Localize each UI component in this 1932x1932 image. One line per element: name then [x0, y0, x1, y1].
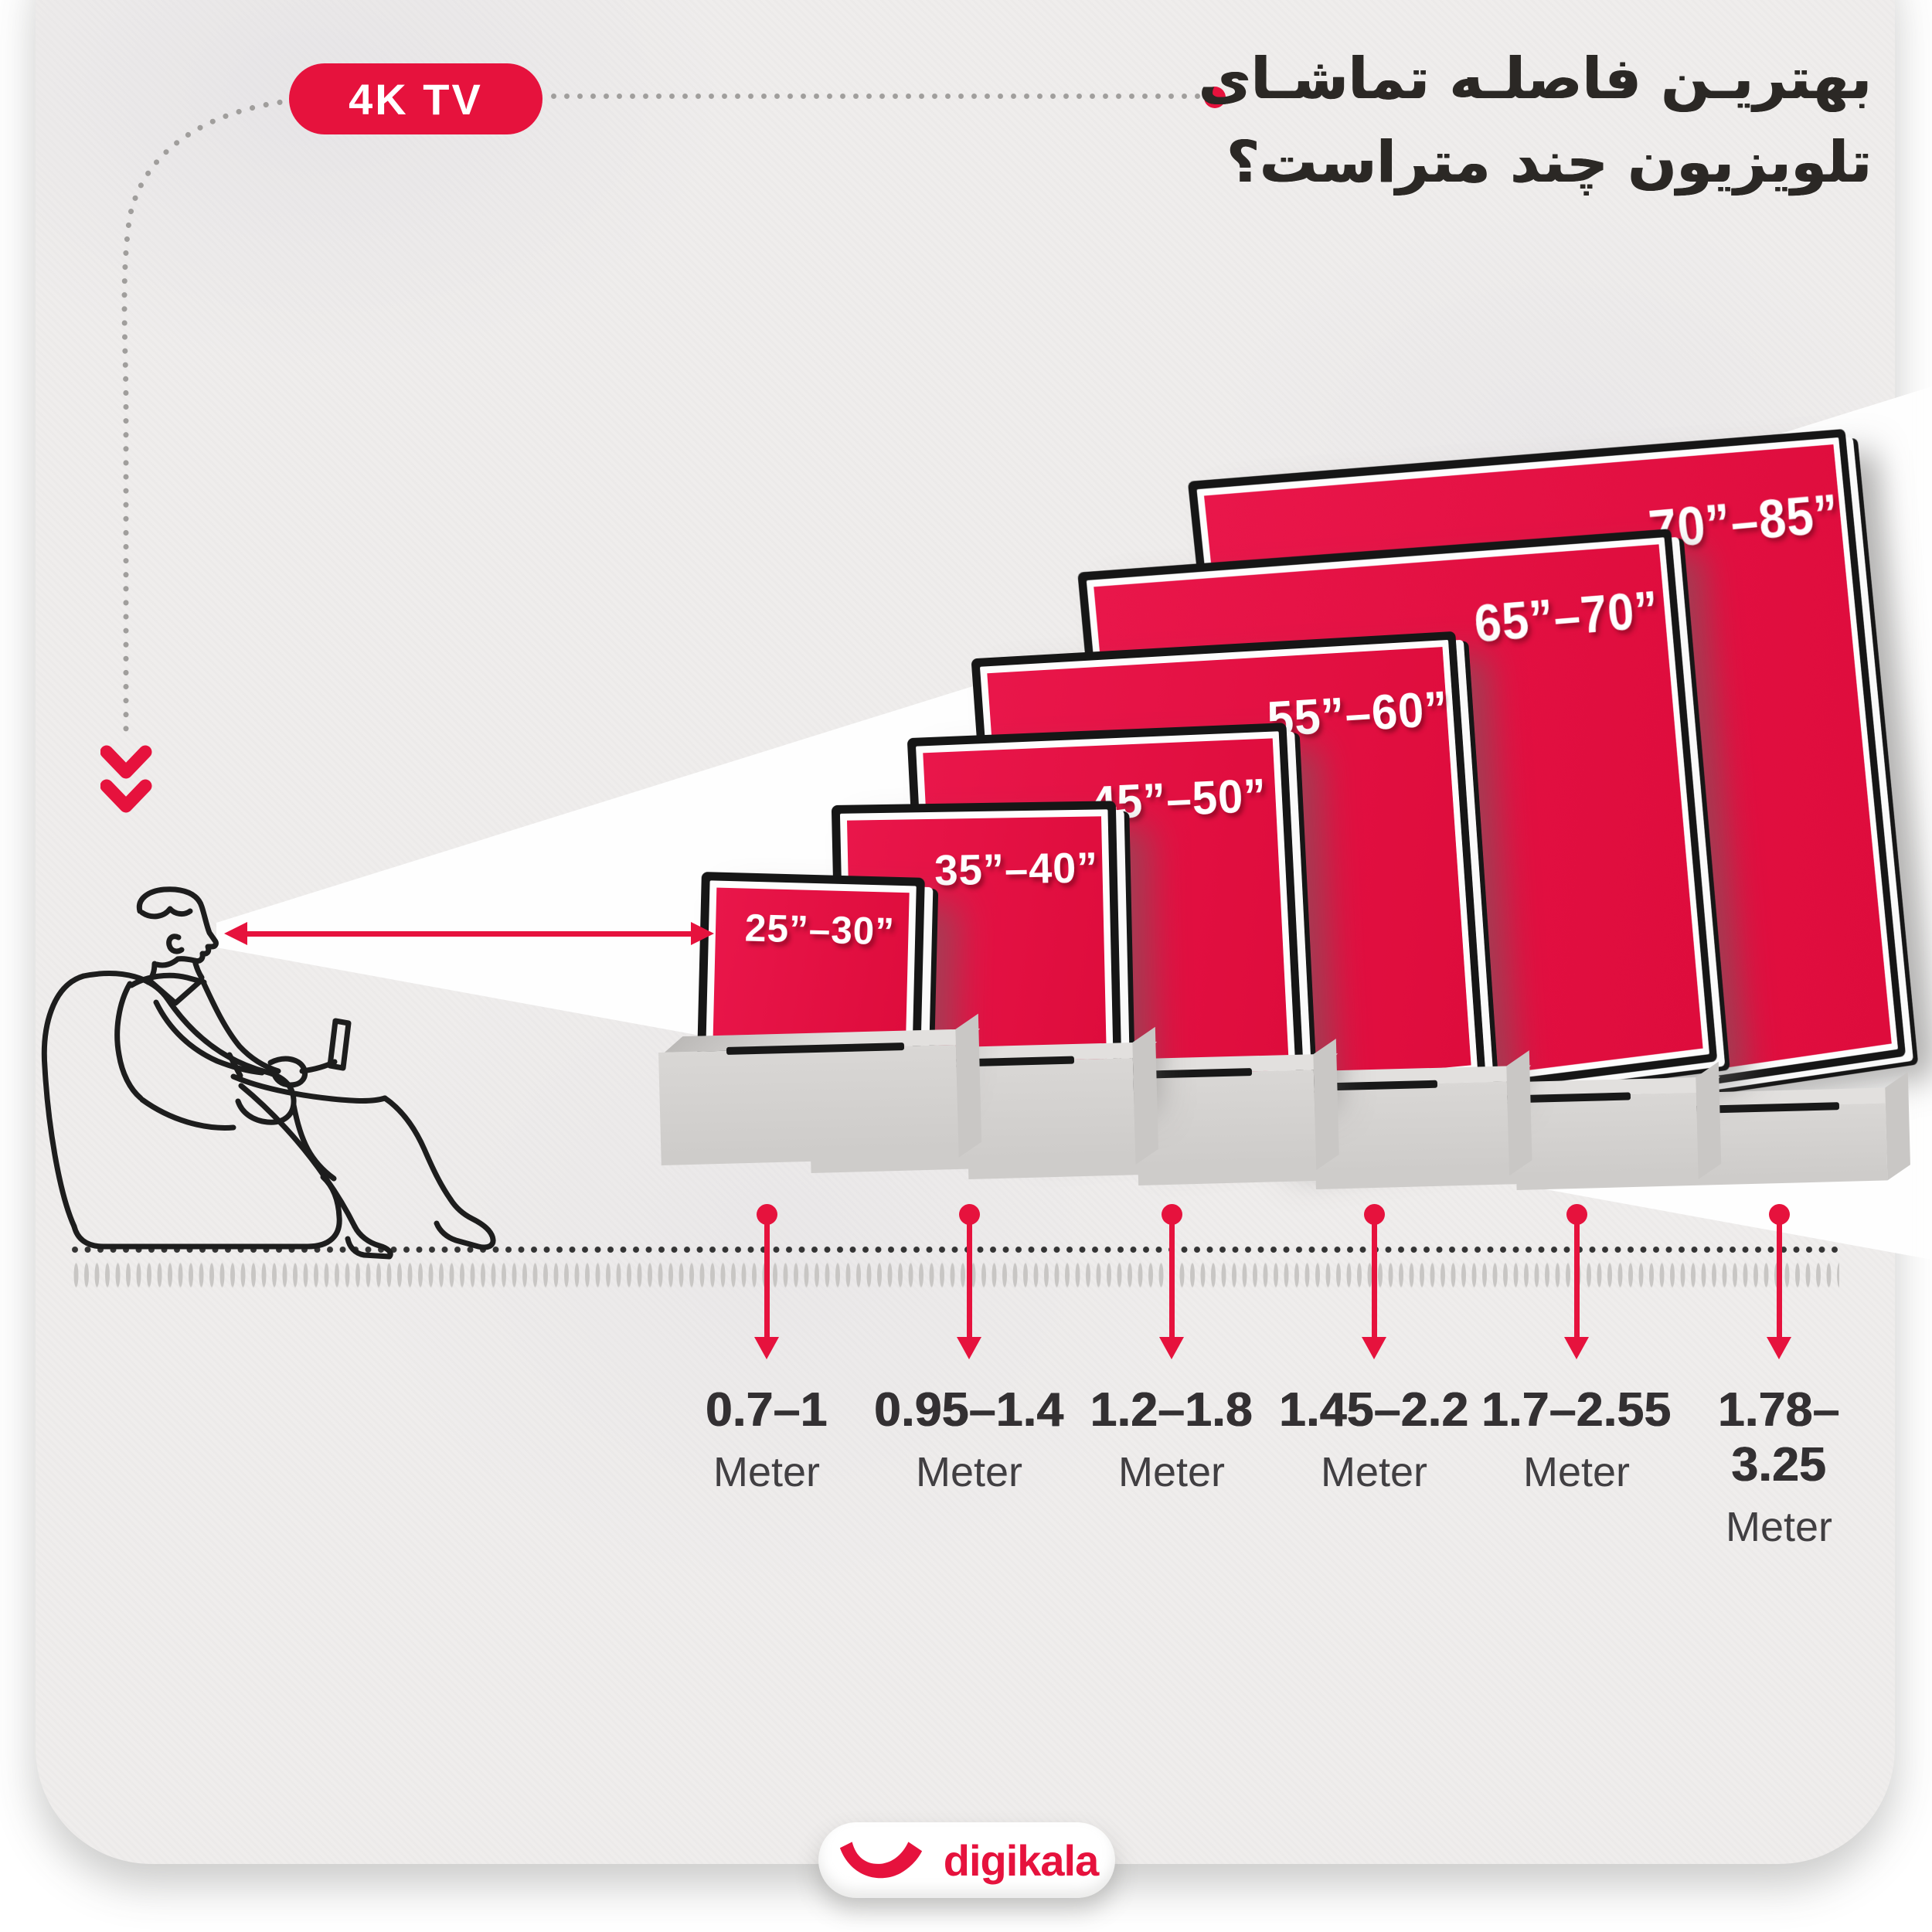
marker-line — [764, 1223, 770, 1337]
distance-marker: 1.78–3.25 Meter — [1679, 1204, 1879, 1551]
marker-line — [1573, 1223, 1580, 1337]
arrow-down-icon — [1362, 1337, 1386, 1359]
tv-size-label: 70”–85” — [1645, 482, 1842, 561]
distance-label: 1.45–2.2 Meter — [1274, 1383, 1475, 1496]
marker-dot-icon — [1768, 1204, 1790, 1225]
tv-size-label: 45”–50” — [1089, 769, 1268, 831]
title-bullet-dot — [1204, 87, 1226, 108]
arrow-down-icon — [1159, 1337, 1184, 1359]
distance-marker: 0.95–1.4 Meter — [869, 1204, 1070, 1496]
dotted-curve-line — [121, 97, 297, 737]
down-chevrons-icon — [100, 779, 152, 813]
distance-unit: Meter — [1725, 1504, 1833, 1550]
distance-value: 1.78–3.25 — [1718, 1383, 1840, 1492]
floor-dotted-line — [71, 1246, 1839, 1253]
marker-line — [1168, 1223, 1175, 1337]
armchair-person-illustration — [41, 886, 496, 1260]
tv-frame: 25”–30” — [706, 880, 917, 1054]
distance-marker: 1.45–2.2 Meter — [1274, 1204, 1475, 1496]
page-title: بهتریـن فاصلـه تماشـای تلویزیون چند مترا… — [1176, 37, 1872, 204]
badge-label: 4K TV — [349, 74, 483, 124]
marker-dot-icon — [1161, 1204, 1182, 1225]
marker-dot-icon — [958, 1204, 980, 1225]
distance-value: 1.2–1.8 — [1090, 1383, 1253, 1437]
distance-unit: Meter — [1320, 1449, 1428, 1495]
marker-dot-icon — [756, 1204, 777, 1225]
title-line-2: تلویزیون چند متراست؟ — [1226, 129, 1872, 196]
marker-dot-icon — [1566, 1204, 1587, 1225]
tv-screen: 25”–30” — [713, 887, 910, 1046]
smile-icon — [839, 1842, 922, 1879]
distance-unit: Meter — [1117, 1449, 1226, 1495]
distance-label: 1.2–1.8 Meter — [1071, 1383, 1272, 1496]
distance-value: 0.95–1.4 — [874, 1383, 1064, 1437]
tv-stand — [658, 1044, 959, 1165]
distance-marker: 1.2–1.8 Meter — [1071, 1204, 1272, 1496]
arrow-left-icon — [224, 922, 247, 945]
digikala-logo-pill: digikala — [818, 1822, 1115, 1898]
distance-marker: 1.7–2.55 Meter — [1476, 1204, 1677, 1496]
distance-marker: 0.7–1 Meter — [666, 1204, 867, 1496]
distance-value: 1.7–2.55 — [1481, 1383, 1672, 1437]
distance-unit: Meter — [915, 1449, 1023, 1495]
down-chevrons-icon — [100, 745, 152, 779]
tv-size-label: 25”–30” — [744, 906, 896, 954]
distance-label: 1.78–3.25 Meter — [1679, 1383, 1879, 1551]
floor-fringe-texture — [71, 1257, 1839, 1294]
tv-size-label: 35”–40” — [934, 842, 1099, 895]
arrow-down-icon — [1767, 1337, 1791, 1359]
arrow-down-icon — [1564, 1337, 1589, 1359]
distance-unit: Meter — [1522, 1449, 1631, 1495]
distance-label: 0.95–1.4 Meter — [869, 1383, 1070, 1496]
gaze-arrow-line — [244, 931, 694, 937]
marker-line — [1776, 1223, 1782, 1337]
distance-label: 1.7–2.55 Meter — [1476, 1383, 1677, 1496]
marker-line — [966, 1223, 972, 1337]
title-line-1: بهتریـن فاصلـه تماشـای — [1198, 46, 1872, 112]
arrow-down-icon — [957, 1337, 981, 1359]
4k-tv-badge: 4K TV — [289, 63, 543, 134]
dotted-curve-and-chevrons — [100, 97, 297, 813]
distance-label: 0.7–1 Meter — [666, 1383, 867, 1496]
distance-value: 1.45–2.2 — [1279, 1383, 1469, 1437]
brand-wordmark: digikala — [943, 1835, 1100, 1885]
dotted-connector-line — [550, 93, 1201, 100]
marker-line — [1371, 1223, 1377, 1337]
tv-size-label: 55”–60” — [1265, 680, 1450, 747]
distance-value: 0.7–1 — [706, 1383, 828, 1437]
arrow-right-icon — [691, 922, 714, 945]
tv-size-label: 65”–70” — [1471, 580, 1662, 654]
arrow-down-icon — [754, 1337, 779, 1359]
distance-unit: Meter — [713, 1449, 821, 1495]
marker-dot-icon — [1363, 1204, 1385, 1225]
